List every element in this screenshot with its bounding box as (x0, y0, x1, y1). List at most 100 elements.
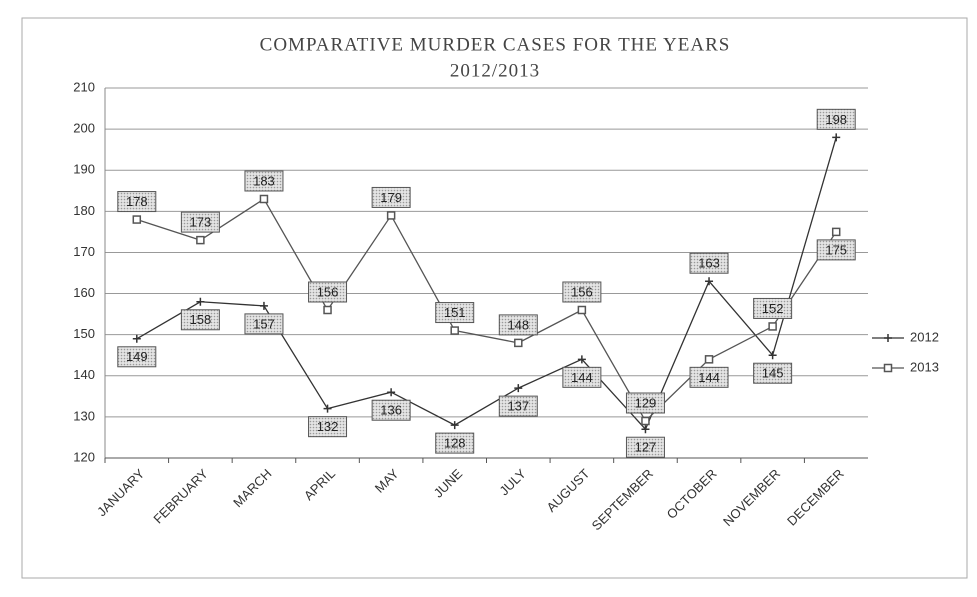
data-label-box (371, 186, 411, 208)
x-tick-label: DECEMBER (784, 466, 847, 529)
marker (768, 322, 777, 331)
data-label-box (180, 309, 220, 331)
data-label-box (689, 252, 729, 274)
marker (323, 404, 332, 413)
data-label-box (371, 399, 411, 421)
data-label: 129 (635, 395, 657, 410)
data-label-box (625, 392, 665, 414)
x-tick-label: JANUARY (94, 466, 148, 520)
x-tick-label: MAY (372, 466, 402, 496)
data-label-box (625, 436, 665, 458)
data-label: 183 (253, 173, 275, 188)
y-tick-label: 170 (73, 244, 95, 259)
data-label-box (435, 302, 475, 324)
data-label: 152 (762, 301, 784, 316)
data-label: 173 (190, 215, 212, 230)
chart-title: 2012/2013 (450, 60, 540, 81)
series-line (136, 198, 837, 423)
legend-label: 2012 (910, 329, 939, 344)
data-label-box (753, 297, 793, 319)
marker (704, 355, 714, 364)
data-label: 128 (444, 436, 466, 451)
x-tick-label: OCTOBER (664, 466, 720, 522)
data-label-box (308, 281, 348, 303)
data-label: 163 (698, 256, 720, 271)
data-label: 178 (126, 194, 148, 209)
y-tick-label: 190 (73, 162, 95, 177)
data-label-box (498, 395, 538, 417)
x-tick-label: APRIL (301, 466, 338, 503)
marker (132, 215, 142, 224)
data-label: 151 (444, 305, 466, 320)
chart-frame (21, 17, 968, 579)
data-label: 157 (253, 316, 275, 331)
marker (514, 338, 523, 348)
data-label-box (308, 416, 348, 438)
y-tick-label: 200 (73, 121, 95, 136)
data-label-box (753, 362, 793, 384)
marker (514, 384, 523, 393)
data-label: 145 (762, 366, 784, 381)
data-label: 149 (126, 349, 148, 364)
data-label-box (562, 366, 602, 388)
x-tick-label: JULY (496, 466, 529, 499)
marker (386, 211, 396, 220)
data-label-box (816, 108, 856, 130)
series: 149 158 157 132 136 128 137 144 127 163 145 198 (117, 108, 856, 458)
marker (641, 416, 650, 426)
data-label: 127 (635, 440, 657, 455)
data-label-box (816, 239, 856, 261)
marker (196, 235, 205, 245)
x-tick-label: AUGUST (544, 466, 593, 515)
data-label-box (498, 314, 538, 336)
marker (641, 425, 650, 434)
data-label: 198 (825, 112, 847, 127)
marker (450, 421, 459, 430)
marker (883, 363, 893, 373)
data-label-box (244, 170, 284, 192)
y-tick-label: 130 (73, 408, 95, 423)
data-label: 137 (507, 399, 529, 414)
y-tick-label: 160 (73, 285, 95, 300)
data-label: 136 (380, 403, 402, 418)
data-label-box (117, 346, 157, 368)
y-tick-label: 150 (73, 326, 95, 341)
data-label: 175 (825, 242, 847, 257)
marker (768, 351, 777, 360)
series-line (136, 137, 837, 431)
marker (577, 305, 587, 315)
chart-title: COMPARATIVE MURDER CASES FOR THE YEARS (260, 34, 731, 55)
data-label: 158 (190, 312, 212, 327)
data-label: 156 (571, 284, 593, 299)
marker (831, 227, 841, 237)
data-label: 148 (507, 317, 529, 332)
marker (450, 326, 459, 335)
marker (884, 334, 892, 342)
y-tick-label: 120 (73, 449, 95, 464)
data-label-box (689, 366, 729, 388)
y-tick-label: 210 (73, 79, 95, 94)
x-tick-label: JUNE (431, 466, 466, 501)
y-tick-label: 180 (73, 203, 95, 218)
marker (196, 297, 205, 306)
x-tick-label: NOVEMBER (720, 466, 783, 529)
x-tick-label: MARCH (230, 466, 274, 510)
marker (259, 301, 268, 310)
legend-label: 2013 (910, 359, 939, 374)
marker (323, 305, 332, 315)
data-label: 144 (571, 370, 593, 385)
series: 178 173 183 156 179 151 148 156 129 144 152 175 (117, 170, 856, 426)
data-label: 132 (317, 419, 339, 434)
marker (387, 388, 396, 397)
y-tick-label: 140 (73, 367, 95, 382)
data-label-box (180, 211, 220, 233)
x-tick-label: FEBRUARY (150, 466, 211, 527)
data-label: 179 (380, 190, 402, 205)
data-label-box (244, 313, 284, 335)
data-label-box (562, 281, 602, 303)
data-label: 156 (317, 284, 339, 299)
data-label: 144 (698, 370, 720, 385)
marker (832, 133, 841, 142)
marker (132, 334, 141, 343)
